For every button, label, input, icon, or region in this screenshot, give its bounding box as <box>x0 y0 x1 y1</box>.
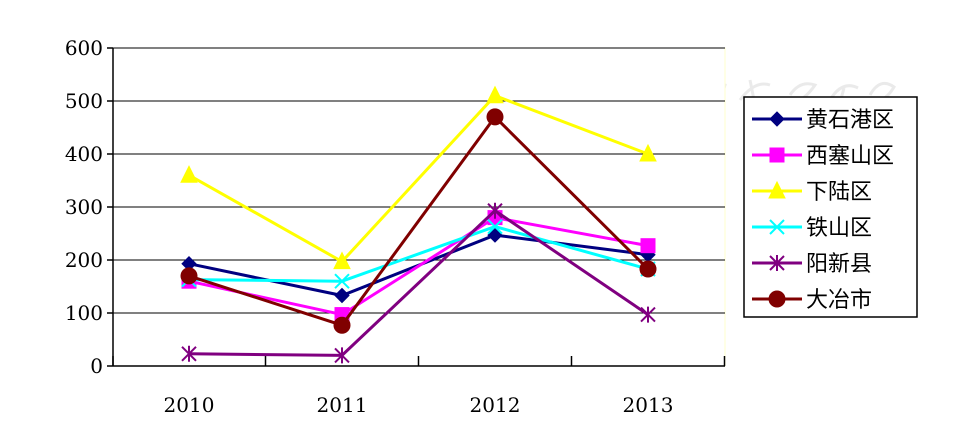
y-tick-label: 300 <box>65 195 103 219</box>
x-tick-label: 2012 <box>470 393 521 417</box>
data-point-series-5-stroke <box>334 347 350 364</box>
data-point-series-5-stroke <box>487 202 503 219</box>
series-line-5 <box>188 208 649 357</box>
legend-marker <box>769 255 785 271</box>
data-point-series-4 <box>487 218 503 235</box>
legend-label: 铁山区 <box>806 216 872 241</box>
legend-marker <box>768 290 786 308</box>
legend-marker <box>769 111 785 127</box>
legend-label: 黄石港区 <box>806 108 894 133</box>
data-point-series-3 <box>486 85 504 104</box>
data-point-series-5 <box>640 306 656 323</box>
series-line-4 <box>188 225 649 283</box>
data-point-series-5 <box>334 347 350 364</box>
data-point-series-5-stroke <box>181 345 197 362</box>
x-tick-label: 2010 <box>164 393 215 417</box>
legend-marker <box>769 147 785 163</box>
legend-marker <box>768 180 786 199</box>
legend-marker-stroke <box>769 255 785 271</box>
y-tick-label: 500 <box>65 89 103 113</box>
series-line-6 <box>188 114 650 327</box>
legend-box <box>743 96 918 318</box>
plot-area: 0 100 200 300 400 500 600 2010 2011 2012 2013 <box>65 36 726 417</box>
legend-label: 阳新县 <box>806 252 872 277</box>
x-tick-label: 2011 <box>317 393 368 417</box>
data-point-series-6 <box>180 267 198 285</box>
series-line-2 <box>188 216 649 317</box>
y-tick-label: 400 <box>65 142 103 166</box>
data-point-series-2 <box>640 238 656 254</box>
series-line-3 <box>188 93 649 264</box>
data-point-series-6 <box>486 108 504 126</box>
legend-marker-stroke <box>769 219 785 235</box>
data-point-series-3 <box>180 165 198 183</box>
legend-marker <box>769 219 785 235</box>
data-point-series-5-stroke <box>640 306 656 323</box>
data-point-series-4-stroke <box>487 218 503 235</box>
y-tick-label: 600 <box>65 36 103 60</box>
data-point-series-3 <box>333 251 351 270</box>
y-tick-label: 200 <box>65 248 103 272</box>
legend-label: 西塞山区 <box>806 144 894 169</box>
x-tick-label: 2013 <box>623 393 674 417</box>
data-point-series-3 <box>639 143 657 162</box>
data-point-series-1 <box>334 287 350 304</box>
data-point-series-5 <box>181 345 197 362</box>
data-point-series-1 <box>487 227 503 243</box>
data-point-series-6 <box>639 260 657 278</box>
data-point-series-6 <box>333 316 351 334</box>
data-point-series-5 <box>487 202 503 219</box>
legend-label: 下陆区 <box>806 180 872 205</box>
data-point-series-4 <box>334 273 350 289</box>
data-point-series-4-stroke <box>334 273 350 289</box>
legend-label: 大冶市 <box>806 288 872 313</box>
y-tick-label: 100 <box>65 301 103 325</box>
y-tick-label: 0 <box>90 354 103 378</box>
